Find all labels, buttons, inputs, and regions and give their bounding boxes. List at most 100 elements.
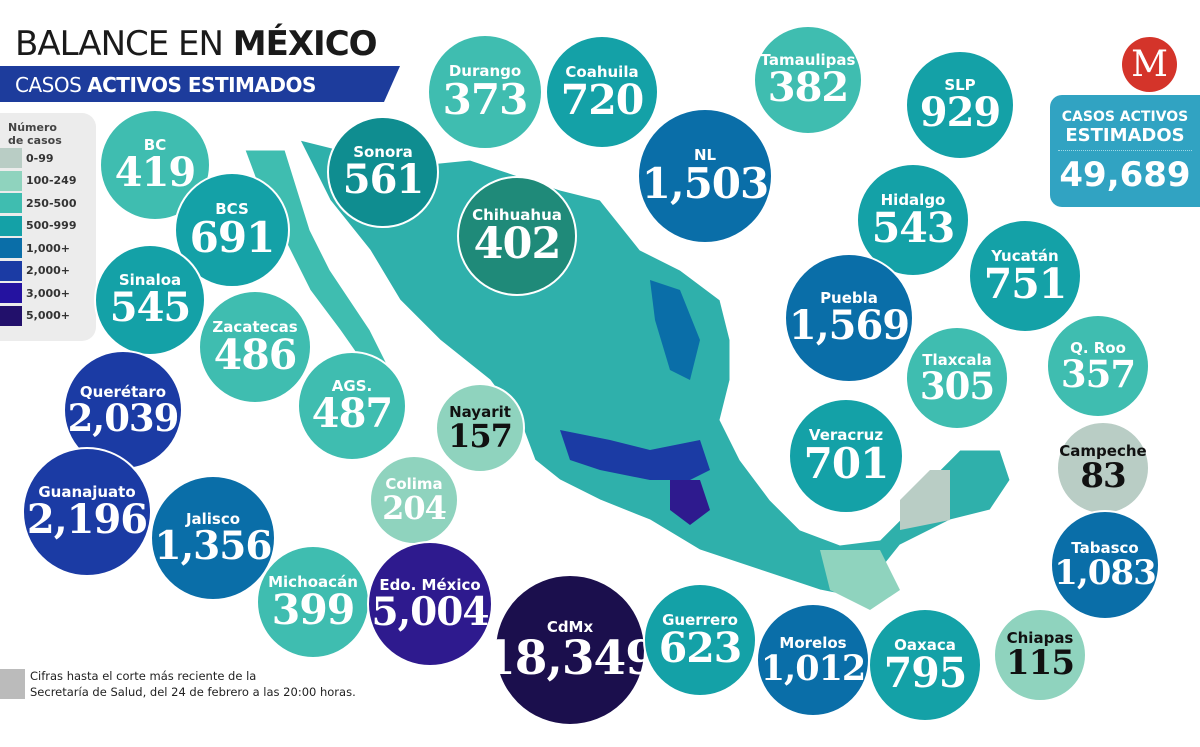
state-value: 701	[803, 439, 890, 488]
state-value: 402	[473, 218, 562, 269]
state-name: NL	[693, 146, 717, 164]
legend-item: 5,000+	[0, 305, 96, 328]
state-value: 2,196	[26, 496, 148, 543]
state-name: Nayarit	[449, 403, 511, 421]
subtitle-bar	[0, 66, 400, 102]
state-bubble: Nayarit 157	[435, 383, 525, 473]
legend-label: 2,000+	[26, 264, 71, 278]
state-value: 486	[213, 330, 298, 379]
state-name: Puebla	[820, 289, 878, 307]
state-bubble: Tabasco 1,083	[1050, 510, 1160, 620]
legend-item: 500-999	[0, 215, 96, 238]
state-value: 357	[1060, 351, 1136, 396]
state-value: 691	[189, 213, 276, 262]
page-title: BALANCE EN MÉXICO	[15, 24, 378, 64]
state-bubble: NL 1,503	[637, 108, 773, 244]
state-bubble: Michoacán 399	[256, 545, 370, 659]
state-bubble: Oaxaca 795	[868, 608, 982, 722]
state-value: 720	[560, 75, 645, 124]
legend-swatch	[0, 148, 22, 169]
legend-swatch	[0, 170, 22, 191]
state-name: Edo. México	[379, 575, 481, 594]
state-name: Q. Roo	[1070, 338, 1126, 357]
state-value: 1,356	[154, 522, 272, 569]
state-value: 115	[1006, 643, 1075, 683]
state-bubble: SLP 929	[905, 50, 1015, 160]
state-bubble: Coahuila 720	[545, 35, 659, 149]
legend-label: 1,000+	[26, 241, 71, 255]
legend-swatch	[0, 238, 22, 259]
state-bubble: Puebla 1,569	[784, 253, 914, 383]
nuevo-leon	[650, 280, 700, 380]
state-value: 623	[658, 623, 743, 672]
state-value: 929	[919, 89, 1001, 136]
state-bubble: AGS. 487	[297, 351, 407, 461]
legend-label: 0-99	[26, 151, 54, 165]
state-bubble: Veracruz 701	[788, 398, 904, 514]
total-label-2: ESTIMADOS	[1058, 125, 1192, 151]
state-name: Veracruz	[808, 426, 884, 444]
central-states	[560, 430, 710, 480]
state-bubble: Chiapas 115	[993, 608, 1087, 702]
legend-item: 3,000+	[0, 282, 96, 305]
mexico-state	[670, 480, 710, 525]
state-name: Campeche	[1059, 442, 1147, 460]
state-bubble: Morelos 1,012	[756, 603, 870, 717]
state-bubble: Zacatecas 486	[198, 290, 312, 404]
state-value: 795	[883, 648, 968, 697]
state-name: AGS.	[331, 377, 373, 395]
state-value: 2,039	[67, 395, 180, 440]
state-value: 487	[311, 390, 393, 437]
state-value: 382	[767, 64, 849, 111]
state-value: 543	[871, 203, 956, 252]
state-bubble: Colima 204	[369, 455, 459, 545]
legend-item: 100-249	[0, 170, 96, 193]
state-bubble: Tlaxcala 305	[905, 326, 1009, 430]
state-name: Guerrero	[662, 610, 738, 629]
state-value: 18,349	[483, 630, 658, 686]
state-value: 1,569	[788, 302, 910, 349]
state-name: Sonora	[353, 143, 413, 161]
total-label-1: CASOS ACTIVOS	[1061, 109, 1189, 125]
state-value: 1,503	[641, 159, 770, 208]
legend-label: 5,000+	[26, 309, 71, 323]
state-bubble: Guerrero 623	[643, 583, 757, 697]
state-value: 399	[271, 585, 356, 634]
state-name: Yucatán	[991, 246, 1059, 265]
state-name: Michoacán	[268, 572, 358, 591]
legend-item: 2,000+	[0, 260, 96, 283]
footer-swatch	[0, 669, 25, 699]
state-value: 751	[983, 259, 1068, 308]
legend-label: 100-249	[26, 174, 77, 188]
state-bubble: Sinaloa 545	[94, 244, 206, 356]
state-name: BCS	[215, 200, 249, 218]
legend: Número de casos 0-99 100-249 250-500 500-999…	[0, 113, 96, 341]
state-name: Hidalgo	[880, 190, 946, 209]
state-name: Colima	[385, 475, 443, 493]
legend-label: 250-500	[26, 196, 77, 210]
state-bubble: Durango 373	[427, 34, 543, 150]
state-name: Chihuahua	[472, 205, 562, 224]
state-name: Chiapas	[1006, 629, 1074, 647]
state-value: 545	[109, 284, 191, 331]
state-bubble: Hidalgo 543	[856, 163, 970, 277]
state-bubble: Yucatán 751	[968, 219, 1082, 333]
state-bubble: Edo. México 5,004	[367, 541, 493, 667]
state-value: 157	[448, 417, 513, 455]
legend-item: 0-99	[0, 147, 96, 170]
legend-swatch	[0, 305, 22, 326]
state-name: Querétaro	[79, 382, 167, 401]
state-name: Coahuila	[565, 62, 639, 81]
state-name: Tamaulipas	[760, 51, 856, 69]
state-value: 83	[1080, 456, 1126, 496]
state-value: 305	[919, 363, 995, 408]
state-bubble: Chihuahua 402	[457, 176, 577, 296]
state-value: 204	[382, 489, 447, 527]
chiapas-region	[820, 550, 900, 610]
legend-item: 1,000+	[0, 237, 96, 260]
footer-note: Cifras hasta el corte más reciente de la…	[30, 669, 356, 699]
legend-swatch	[0, 193, 22, 214]
state-bubble: Sonora 561	[327, 116, 439, 228]
campeche-region	[900, 470, 950, 530]
state-name: Guanajuato	[38, 483, 136, 501]
